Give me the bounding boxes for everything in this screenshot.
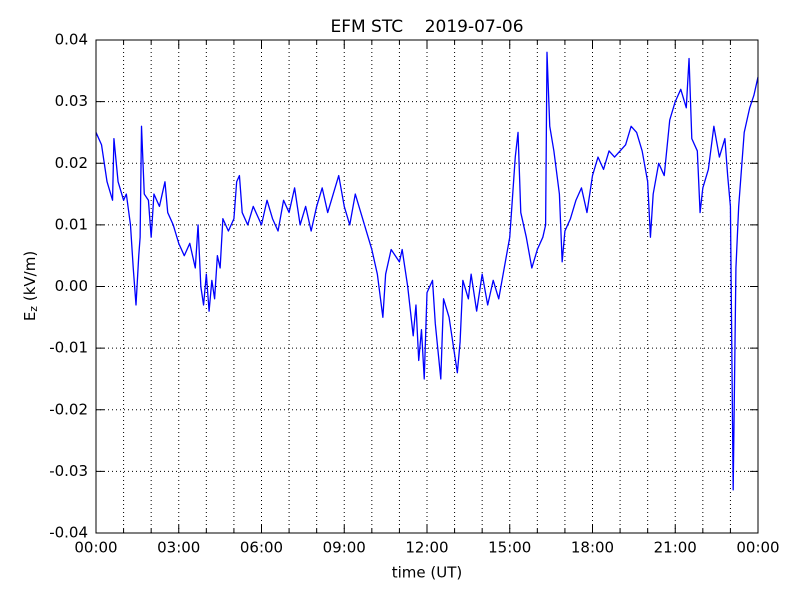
data-line	[95, 51, 759, 491]
x-tick-label: 21:00	[654, 539, 697, 557]
y-tick-label: 0.02	[55, 154, 88, 172]
x-tick-label: 03:00	[157, 539, 200, 557]
y-tick-label: 0.03	[55, 92, 88, 110]
x-tick-label: 00:00	[736, 539, 779, 557]
x-tick-label: 12:00	[405, 539, 448, 557]
y-tick-label: -0.03	[49, 462, 88, 480]
chart-title: EFM STC 2019-07-06	[330, 17, 523, 37]
y-tick-label: 0.04	[55, 31, 88, 49]
y-label-unit: (kV/m)	[21, 251, 39, 306]
x-tick-label: 06:00	[240, 539, 283, 557]
x-axis-label: time (UT)	[392, 564, 463, 582]
y-tick-label: -0.01	[49, 339, 88, 357]
y-axis-label: Ez (kV/m)	[21, 251, 41, 321]
x-tick-label: 18:00	[571, 539, 614, 557]
y-tick-label: 0.00	[55, 277, 88, 295]
x-tick-label: 15:00	[488, 539, 531, 557]
x-tick-label: 00:00	[74, 539, 117, 557]
y-label-main: E	[21, 312, 39, 321]
y-label-sub: z	[27, 306, 40, 312]
x-tick-label: 09:00	[323, 539, 366, 557]
plot-frame	[95, 39, 759, 534]
y-tick-label: 0.01	[55, 215, 88, 233]
y-tick-label: -0.04	[49, 524, 88, 542]
y-tick-label: -0.02	[49, 400, 88, 418]
